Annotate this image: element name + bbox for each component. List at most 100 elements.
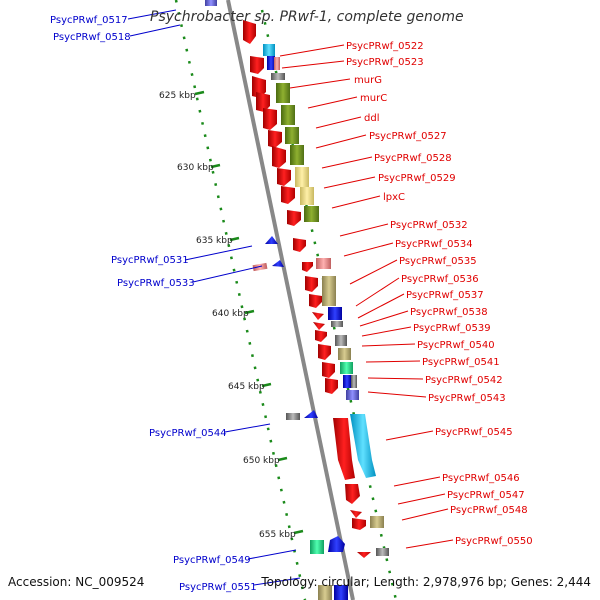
gene-label[interactable]: PsycPRwf_0535	[399, 256, 477, 267]
gene-feature[interactable]	[267, 56, 275, 70]
gene-feature[interactable]	[272, 146, 286, 168]
gene-label[interactable]: PsycPRwf_0549	[173, 555, 251, 566]
gene-label[interactable]: PsycPRwf_0542	[425, 375, 503, 386]
gene-feature[interactable]	[268, 130, 282, 148]
gene-feature[interactable]	[331, 321, 343, 327]
gene-feature[interactable]	[313, 322, 325, 330]
gene-feature[interactable]	[274, 57, 280, 70]
gene-label[interactable]: PsycPRwf_0544	[149, 428, 227, 439]
gene-feature[interactable]	[265, 236, 278, 244]
gene-feature[interactable]	[352, 518, 366, 530]
gene-label[interactable]: PsycPRwf_0548	[450, 505, 528, 516]
gene-label[interactable]: PsycPRwf_0523	[346, 57, 424, 68]
gene-feature[interactable]	[263, 108, 277, 130]
gene-label[interactable]: PsycPRwf_0533	[117, 278, 195, 289]
gene-label[interactable]: PsycPRwf_0550	[455, 536, 533, 547]
gene-feature[interactable]	[309, 294, 322, 308]
kbp-tick-label: 645 kbp	[228, 382, 265, 392]
gene-feature[interactable]	[300, 187, 314, 205]
gene-label[interactable]: PsycPRwf_0527	[369, 131, 447, 142]
gene-label[interactable]: PsycPRwf_0537	[406, 290, 484, 301]
callout-line	[129, 24, 181, 37]
gene-feature[interactable]	[272, 260, 284, 267]
gene-feature[interactable]	[350, 414, 376, 478]
gene-feature[interactable]	[325, 378, 338, 394]
gene-feature[interactable]	[256, 92, 270, 112]
gene-feature[interactable]	[318, 585, 332, 600]
gene-feature[interactable]	[310, 540, 324, 554]
kbp-tick-mark	[293, 529, 304, 535]
gene-label[interactable]: ddl	[364, 113, 379, 124]
gene-feature[interactable]	[285, 127, 299, 144]
gene-label[interactable]: PsycPRwf_0538	[410, 307, 488, 318]
gene-feature[interactable]	[277, 168, 291, 186]
gene-feature[interactable]	[350, 510, 362, 518]
gene-feature[interactable]	[290, 145, 304, 165]
gene-label[interactable]: PsycPRwf_0539	[413, 323, 491, 334]
gene-feature[interactable]	[293, 238, 306, 252]
gene-feature[interactable]	[315, 330, 327, 342]
gene-label[interactable]: PsycPRwf_0532	[390, 220, 468, 231]
gene-feature[interactable]	[305, 276, 318, 292]
gene-feature[interactable]	[376, 548, 389, 556]
gene-feature[interactable]	[281, 105, 295, 125]
gene-label[interactable]: PsycPRwf_0545	[435, 427, 513, 438]
gene-feature[interactable]	[338, 348, 351, 360]
gene-label[interactable]: murC	[360, 93, 387, 104]
gene-feature[interactable]	[271, 73, 285, 80]
gene-feature[interactable]	[304, 206, 319, 222]
gene-feature[interactable]	[295, 167, 309, 187]
gene-feature[interactable]	[243, 20, 256, 44]
gene-label[interactable]: murG	[354, 75, 382, 86]
gene-feature[interactable]	[286, 413, 300, 420]
gene-feature[interactable]	[250, 56, 264, 74]
gene-label[interactable]: lpxC	[383, 192, 405, 203]
gene-feature[interactable]	[205, 0, 217, 6]
gene-label[interactable]: PsycPRwf_0541	[422, 357, 500, 368]
gene-feature[interactable]	[334, 585, 348, 600]
gene-feature[interactable]	[302, 262, 313, 272]
forward-gene-labels: PsycPRwf_0522 PsycPRwf_0523 murG murC dd…	[346, 41, 533, 547]
gene-label[interactable]: PsycPRwf_0551	[179, 582, 257, 593]
gene-label[interactable]: PsycPRwf_0528	[374, 153, 452, 164]
gene-label[interactable]: PsycPRwf_0517	[50, 15, 128, 26]
gene-feature[interactable]	[333, 418, 355, 480]
gene-feature[interactable]	[318, 344, 331, 360]
gene-feature[interactable]	[281, 186, 295, 204]
gene-feature[interactable]	[343, 375, 351, 388]
forward-callout-lines	[279, 44, 454, 549]
gene-label[interactable]: PsycPRwf_0543	[428, 393, 506, 404]
kbp-tick-label: 640 kbp	[212, 309, 249, 319]
gene-label[interactable]: PsycPRwf_0546	[442, 473, 520, 484]
gene-feature[interactable]	[252, 76, 266, 98]
gene-feature[interactable]	[357, 552, 371, 558]
gene-label[interactable]: PsycPRwf_0536	[401, 274, 479, 285]
callout-line	[401, 508, 449, 521]
genome-backbone	[226, 0, 355, 600]
gene-label[interactable]: PsycPRwf_0547	[447, 490, 525, 501]
gene-label[interactable]: PsycPRwf_0531	[111, 255, 189, 266]
gene-feature[interactable]	[276, 83, 290, 103]
gene-feature[interactable]	[263, 44, 275, 56]
gene-feature[interactable]	[346, 390, 359, 400]
gene-label[interactable]: PsycPRwf_0540	[417, 340, 495, 351]
gene-feature[interactable]	[312, 312, 324, 320]
gene-feature[interactable]	[322, 362, 335, 378]
gene-feature[interactable]	[252, 262, 268, 272]
gene-feature[interactable]	[304, 410, 318, 418]
callout-line	[224, 423, 271, 433]
gene-feature[interactable]	[345, 484, 360, 504]
gene-feature[interactable]	[351, 375, 357, 388]
gene-feature[interactable]	[287, 210, 301, 226]
gene-label[interactable]: PsycPRwf_0534	[395, 239, 473, 250]
gene-feature[interactable]	[328, 536, 345, 552]
gene-label[interactable]: PsycPRwf_0518	[53, 32, 131, 43]
gene-feature[interactable]	[322, 276, 336, 306]
gene-feature[interactable]	[340, 362, 353, 374]
gene-feature[interactable]	[328, 307, 342, 320]
gene-feature[interactable]	[335, 335, 347, 346]
gene-feature[interactable]	[370, 516, 384, 528]
gene-label[interactable]: PsycPRwf_0529	[378, 173, 456, 184]
gene-label[interactable]: PsycPRwf_0522	[346, 41, 424, 52]
gene-feature[interactable]	[316, 258, 331, 269]
